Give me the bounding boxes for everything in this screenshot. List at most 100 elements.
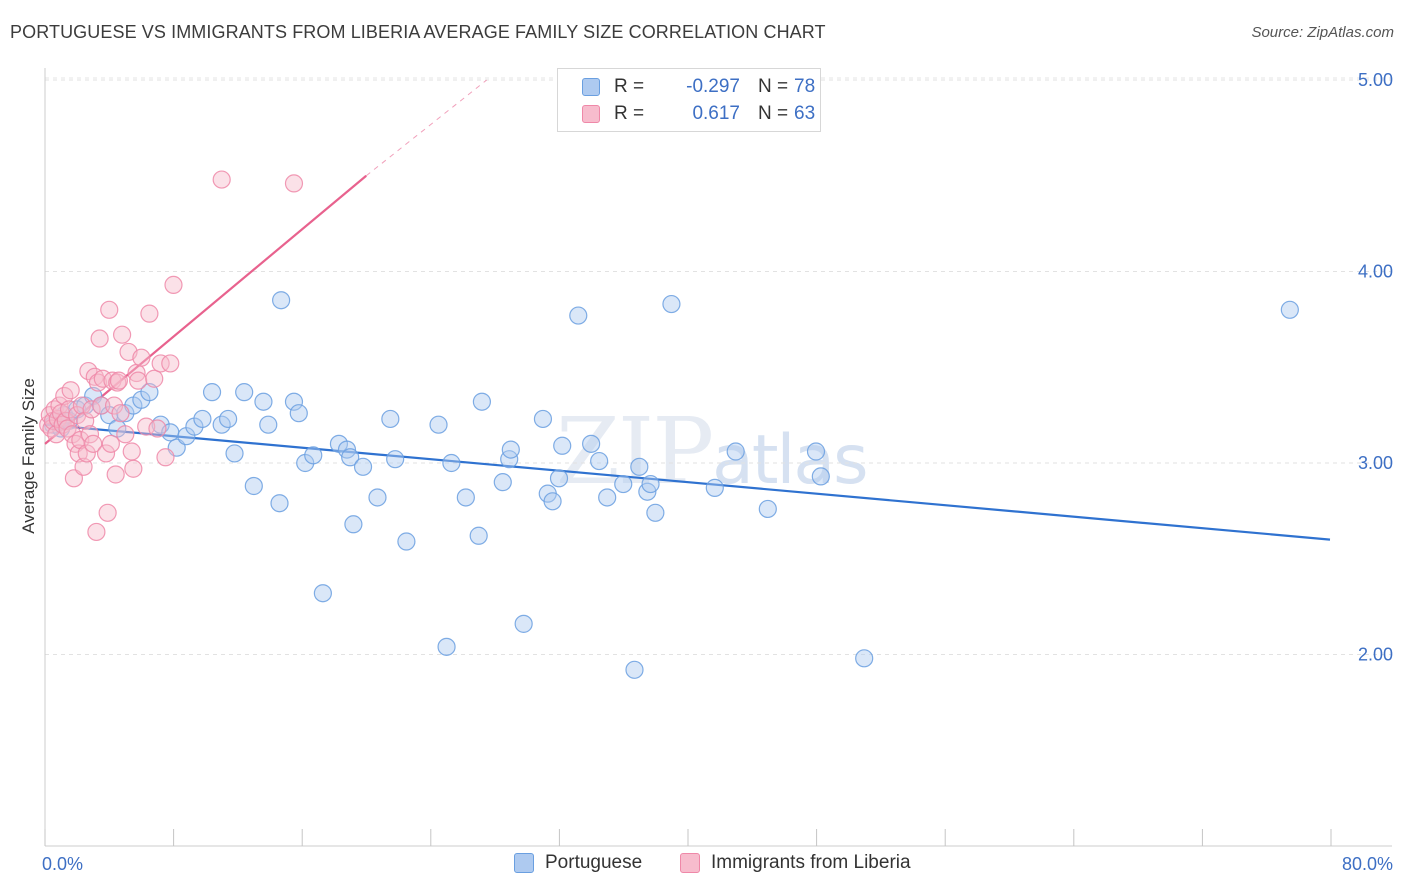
legend-swatch-portuguese	[582, 78, 600, 96]
point-portuguese	[662, 294, 681, 314]
point-liberia	[80, 425, 100, 444]
legend-n-label: N =	[758, 76, 789, 97]
point-liberia	[92, 396, 111, 415]
point-portuguese	[569, 306, 588, 325]
point-portuguese	[397, 532, 416, 551]
point-portuguese	[590, 451, 609, 471]
point-portuguese	[368, 488, 387, 507]
point-liberia	[156, 448, 175, 467]
point-portuguese	[514, 614, 533, 633]
point-portuguese	[469, 526, 488, 545]
point-portuguese	[806, 442, 826, 461]
watermark: ZIPatlas	[556, 398, 869, 505]
point-portuguese	[549, 469, 569, 488]
trend-line-liberia-extension	[365, 79, 488, 177]
point-portuguese	[442, 453, 461, 473]
series-legend: Portuguese Immigrants from Liberia	[0, 852, 1406, 876]
point-portuguese	[272, 291, 291, 310]
point-liberia	[77, 444, 96, 463]
point-portuguese	[705, 478, 724, 497]
point-portuguese	[630, 457, 649, 476]
point-liberia	[140, 304, 159, 323]
point-portuguese	[641, 474, 660, 494]
point-liberia	[124, 459, 143, 478]
point-liberia	[148, 419, 167, 438]
y-axis-title: Average Family Size	[19, 378, 38, 534]
point-portuguese	[304, 446, 323, 465]
point-liberia	[132, 348, 151, 367]
point-liberia	[109, 371, 128, 390]
point-liberia	[90, 329, 109, 348]
axes	[44, 68, 1392, 847]
legend-r-value: -0.297	[686, 76, 740, 97]
point-portuguese	[235, 383, 254, 402]
point-liberia	[47, 425, 66, 444]
point-portuguese	[140, 383, 159, 402]
point-portuguese	[553, 436, 572, 455]
point-liberia	[284, 174, 304, 193]
point-liberia	[161, 354, 180, 373]
point-portuguese	[202, 383, 222, 402]
point-portuguese	[313, 584, 332, 603]
point-liberia	[61, 381, 80, 400]
point-liberia	[212, 170, 231, 189]
point-portuguese	[289, 404, 308, 423]
point-portuguese	[533, 409, 553, 429]
chart-title: PORTUGUESE VS IMMIGRANTS FROM LIBERIA AV…	[10, 22, 826, 42]
point-portuguese	[582, 434, 601, 453]
legend-r-label: R =	[614, 103, 645, 124]
legend-n-value: 78	[794, 76, 816, 97]
legend-label-portuguese: Portuguese	[545, 852, 643, 873]
grid	[45, 77, 1392, 655]
point-portuguese	[493, 473, 512, 492]
x-tick-label: 0.0%	[42, 854, 83, 874]
y-tick-label: 5.00	[1358, 70, 1393, 90]
point-portuguese	[472, 392, 491, 411]
legend-swatch-portuguese	[514, 853, 534, 873]
point-liberia	[111, 404, 130, 423]
point-portuguese	[855, 649, 874, 668]
x-tick-label: 80.0%	[1342, 854, 1393, 874]
point-liberia	[129, 371, 148, 390]
point-liberia	[101, 434, 120, 453]
point-liberia	[106, 465, 125, 484]
point-liberia	[96, 444, 116, 463]
legend-swatch-liberia	[680, 853, 700, 873]
point-liberia	[100, 300, 119, 319]
point-portuguese	[437, 637, 456, 656]
point-liberia	[50, 396, 69, 415]
legend-swatch-liberia	[582, 105, 600, 123]
point-portuguese	[1280, 300, 1299, 319]
point-portuguese	[598, 488, 617, 507]
y-tick-label: 3.00	[1358, 453, 1393, 473]
point-liberia	[74, 457, 93, 476]
point-liberia	[42, 419, 61, 438]
stats-legend: R = -0.297 N = 78 R = 0.617 N = 63	[557, 68, 821, 132]
y-tick-label: 2.00	[1358, 645, 1393, 665]
point-portuguese	[225, 444, 244, 463]
point-liberia	[116, 425, 135, 444]
point-portuguese	[758, 499, 777, 519]
point-liberia	[72, 396, 92, 415]
point-liberia	[122, 442, 141, 461]
point-portuguese	[726, 442, 745, 461]
point-portuguese	[625, 660, 644, 679]
point-portuguese	[219, 409, 238, 429]
point-portuguese	[284, 392, 304, 411]
chart-source: Source: ZipAtlas.com	[1251, 24, 1394, 41]
point-portuguese	[811, 467, 830, 486]
trend-line-liberia	[44, 174, 367, 445]
point-liberia	[151, 354, 170, 373]
point-portuguese	[344, 515, 363, 534]
point-portuguese	[646, 503, 665, 522]
point-liberia	[84, 434, 103, 453]
point-portuguese	[429, 415, 448, 434]
point-liberia	[82, 400, 101, 419]
point-portuguese	[614, 474, 633, 494]
legend-n-value: 63	[794, 103, 816, 124]
point-portuguese	[456, 488, 475, 507]
point-portuguese	[341, 448, 360, 467]
point-liberia	[87, 522, 106, 542]
point-liberia	[137, 417, 156, 436]
